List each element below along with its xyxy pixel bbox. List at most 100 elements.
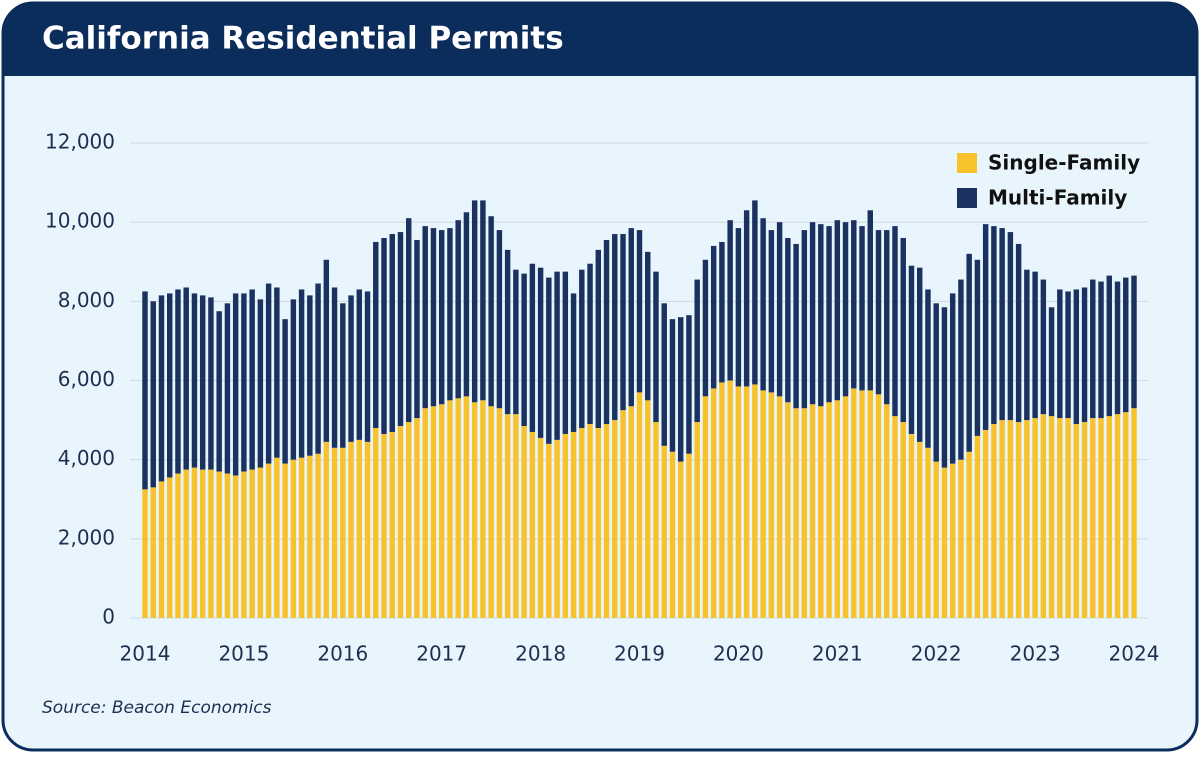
bar-segment	[867, 210, 873, 391]
bar-segment	[274, 287, 280, 458]
bar-segment	[851, 388, 857, 618]
bar-segment	[818, 406, 824, 618]
bar-segment	[1106, 275, 1112, 417]
bar-segment	[859, 226, 865, 391]
bar-segment	[974, 259, 981, 436]
bar-segment	[999, 228, 1005, 421]
bar-segment	[414, 418, 420, 618]
bar-segment	[150, 301, 156, 488]
bar-segment	[735, 228, 742, 387]
bar-segment	[521, 426, 527, 618]
bar-segment	[158, 481, 165, 618]
bar-segment	[1090, 418, 1096, 618]
bar-segment	[636, 230, 643, 393]
bar-segment	[776, 396, 783, 618]
bar-segment	[1007, 420, 1014, 618]
bar-segment	[455, 398, 461, 618]
y-tick-label: 2,000	[58, 525, 115, 549]
bar-segment	[793, 243, 799, 409]
bar-segment	[183, 469, 189, 618]
bar-segment	[949, 293, 956, 464]
bar-segment	[422, 408, 428, 618]
bar-segment	[925, 447, 931, 618]
bar-segment	[331, 447, 338, 618]
legend-swatch	[957, 188, 977, 208]
bar-segment	[966, 253, 972, 452]
bar-segment	[554, 271, 560, 440]
bar-segment	[628, 406, 634, 618]
bar-segment	[257, 299, 264, 468]
bar-segment	[612, 234, 618, 421]
bar-segment	[224, 473, 231, 618]
bar-segment	[1015, 243, 1022, 423]
bar-segment	[801, 408, 808, 618]
bar-segment	[908, 265, 915, 434]
bar-segment	[661, 303, 667, 446]
x-tick-label: 2024	[1109, 642, 1160, 666]
bar-segment	[455, 220, 461, 399]
bar-segment	[422, 226, 428, 409]
bar-segment	[142, 291, 148, 490]
bar-segment	[727, 380, 733, 618]
bar-segment	[892, 226, 898, 417]
bar-segment	[224, 303, 231, 474]
bar-segment	[710, 388, 717, 618]
bar-segment	[958, 459, 964, 618]
bar-segment	[447, 228, 453, 401]
bar-segment	[974, 435, 981, 618]
legend-swatch	[957, 153, 977, 173]
bar-segment	[727, 220, 733, 381]
bar-segment	[579, 269, 585, 428]
bar-segment	[381, 238, 387, 434]
bar-segment	[760, 218, 766, 391]
bar-segment	[356, 289, 363, 440]
bar-segment	[397, 426, 404, 618]
bar-segment	[801, 230, 808, 409]
bar-segment	[471, 200, 478, 403]
bar-segment	[488, 406, 494, 618]
bar-segment	[743, 386, 750, 618]
bar-segment	[686, 453, 692, 618]
bar-segment	[719, 241, 725, 383]
bar-segment	[364, 441, 371, 618]
bar-segment	[513, 414, 519, 618]
bar-segment	[752, 384, 758, 618]
bar-segment	[933, 303, 939, 462]
bar-segment	[875, 230, 882, 395]
bar-segment	[216, 471, 222, 618]
bar-segment	[982, 224, 989, 430]
bar-segment	[1123, 277, 1129, 413]
bar-segment	[249, 289, 255, 470]
bar-segment	[776, 222, 783, 397]
bar-segment	[298, 457, 305, 618]
bar-segment	[406, 218, 412, 423]
bar-segment	[364, 291, 371, 442]
bar-segment	[1098, 418, 1104, 618]
x-tick-label: 2014	[120, 642, 171, 666]
bar-segment	[167, 477, 173, 618]
bar-segment	[282, 319, 288, 464]
bar-segment	[966, 451, 972, 618]
bar-segment	[216, 311, 222, 472]
bar-segment	[834, 220, 841, 401]
bar-segment	[504, 414, 511, 618]
bar-segment	[834, 400, 841, 618]
bar-segment	[199, 295, 206, 470]
y-tick-label: 8,000	[58, 288, 115, 312]
bar-segment	[1057, 289, 1063, 419]
bar-segment	[1015, 422, 1022, 618]
chart-title: California Residential Permits	[42, 21, 564, 57]
bar-segment	[933, 461, 939, 618]
bar-segment	[785, 238, 791, 403]
bar-segment	[521, 273, 527, 427]
bar-segment	[694, 279, 700, 423]
bar-segment	[274, 457, 280, 618]
bar-segment	[496, 408, 503, 618]
bar-segment	[480, 200, 486, 401]
bar-segment	[603, 424, 610, 618]
bar-segment	[669, 319, 676, 452]
bar-segment	[809, 222, 816, 405]
bar-segment	[397, 232, 404, 427]
y-tick-label: 0	[102, 605, 115, 629]
